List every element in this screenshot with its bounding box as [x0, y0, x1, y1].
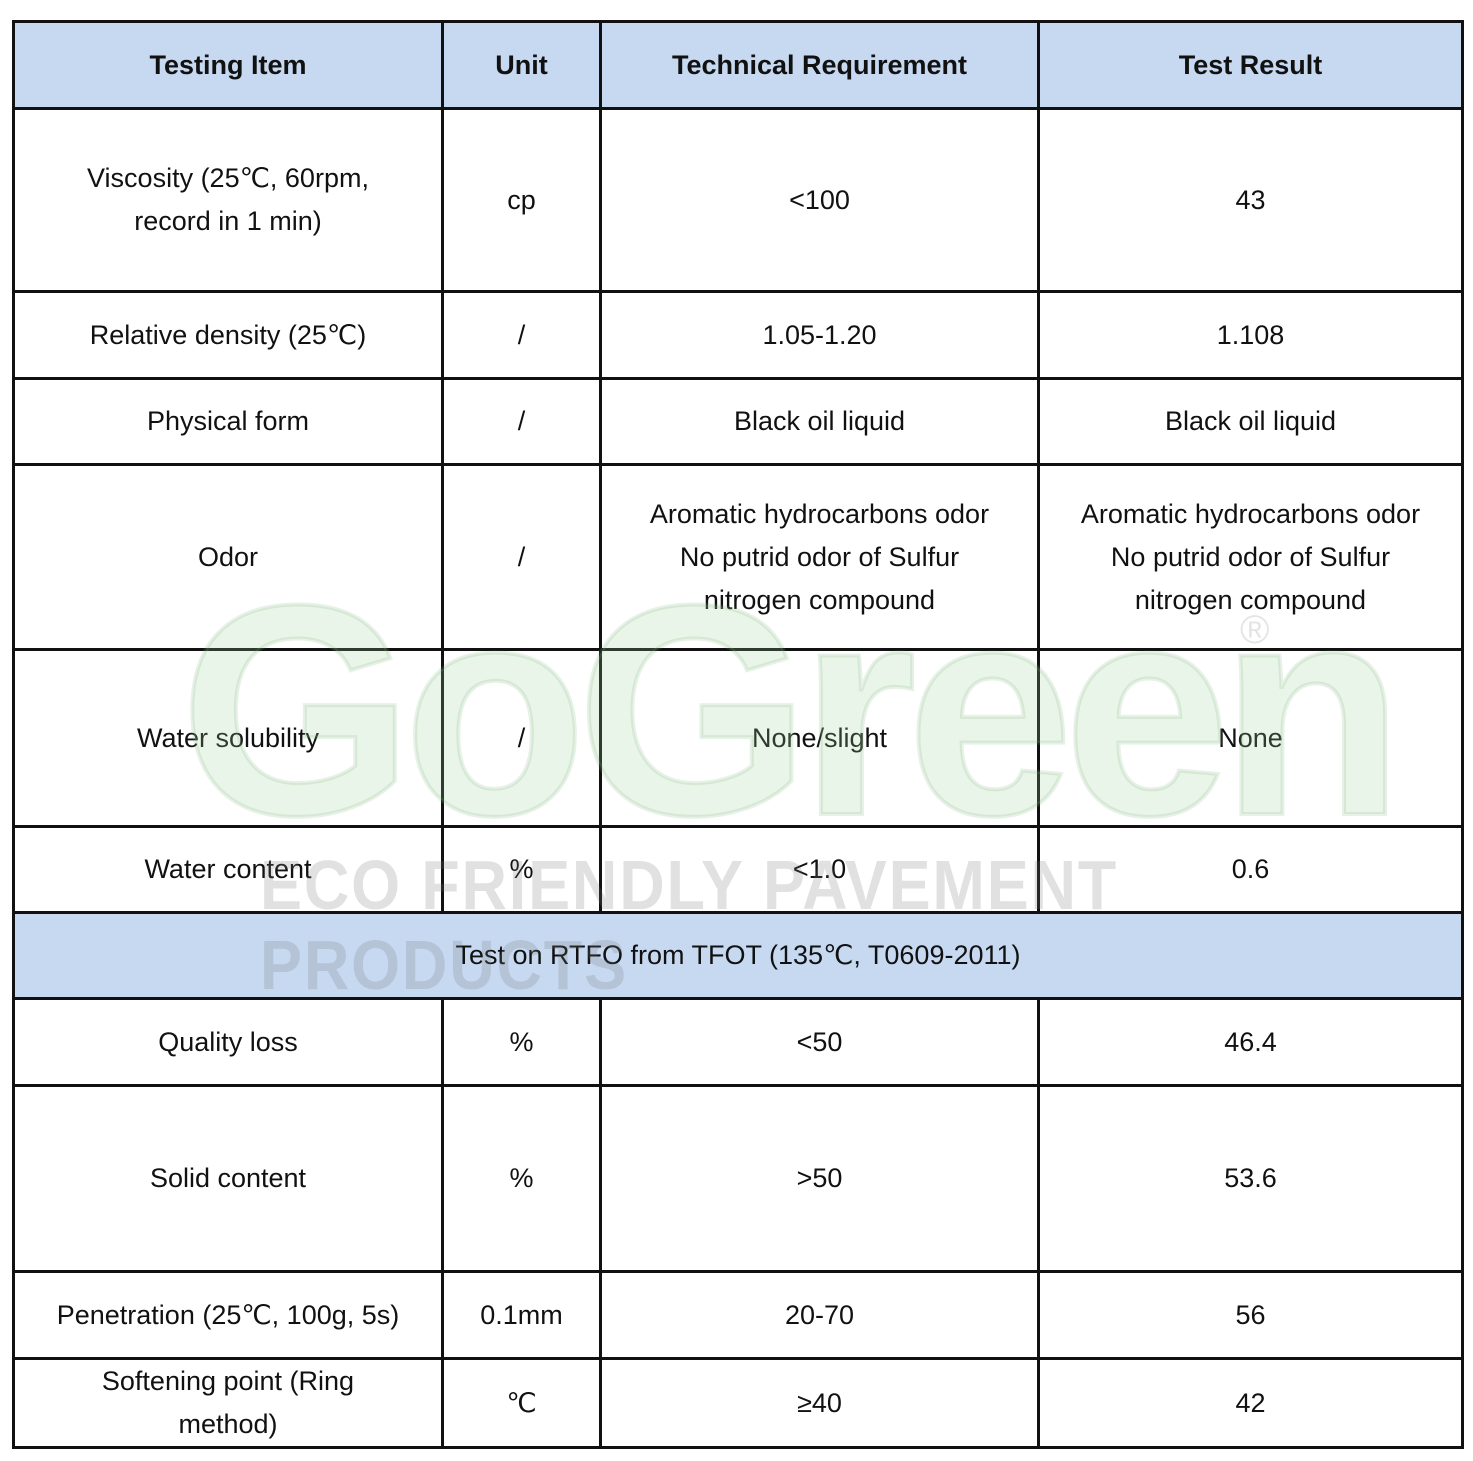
cell-requirement: <1.0 [599, 825, 1040, 914]
cell-requirement: <50 [599, 997, 1040, 1087]
cell-requirement: ≥40 [599, 1357, 1040, 1449]
cell-unit: cp [441, 107, 602, 293]
cell-item: Softening point (Ring method) [12, 1357, 444, 1449]
header-unit: Unit [441, 20, 602, 110]
cell-requirement: >50 [599, 1084, 1040, 1273]
cell-requirement: 20-70 [599, 1270, 1040, 1360]
cell-unit: % [441, 825, 602, 914]
section-title: Test on RTFO from TFOT (135℃, T0609-2011… [12, 911, 1464, 1000]
table-row: Softening point (Ring method) ℃ ≥40 42 [12, 1357, 1464, 1449]
cell-result: 56 [1037, 1270, 1464, 1360]
cell-requirement: None/slight [599, 648, 1040, 828]
cell-item: Viscosity (25℃, 60rpm, record in 1 min) [12, 107, 444, 293]
cell-result: Aromatic hydrocarbons odor No putrid odor… [1037, 463, 1464, 651]
item-line: Softening point (Ring [101, 1366, 355, 1396]
table-row: Water solubility / None/slight None [12, 648, 1464, 828]
cell-result: 42 [1037, 1357, 1464, 1449]
cell-item: Quality loss [12, 997, 444, 1087]
cell-item: Solid content [12, 1084, 444, 1273]
cell-result: Black oil liquid [1037, 377, 1464, 466]
table-row: Quality loss % <50 46.4 [12, 997, 1464, 1087]
item-line: Viscosity (25℃, 60rpm, [87, 163, 369, 193]
cell-result: 53.6 [1037, 1084, 1464, 1273]
header-test-result: Test Result [1037, 20, 1464, 110]
cell-item: Physical form [12, 377, 444, 466]
cell-requirement: Aromatic hydrocarbons odor No putrid odor… [599, 463, 1040, 651]
cell-result: 0.6 [1037, 825, 1464, 914]
cell-item: Water solubility [12, 648, 444, 828]
cell-result: 43 [1037, 107, 1464, 293]
result-line: nitrogen compound [1134, 584, 1367, 615]
cell-item: Water content [12, 825, 444, 914]
cell-requirement: 1.05-1.20 [599, 290, 1040, 380]
result-line: Aromatic hydrocarbons odor [1080, 498, 1421, 529]
cell-unit: % [441, 1084, 602, 1273]
table-row: Solid content % >50 53.6 [12, 1084, 1464, 1273]
cell-requirement: Black oil liquid [599, 377, 1040, 466]
cell-item: Relative density (25℃) [12, 290, 444, 380]
result-line: No putrid odor of Sulfur [1110, 541, 1391, 572]
table-row: Water content % <1.0 0.6 [12, 825, 1464, 914]
table-row: Relative density (25℃) / 1.05-1.20 1.108 [12, 290, 1464, 380]
cell-unit: 0.1mm [441, 1270, 602, 1360]
cell-item: Penetration (25℃, 100g, 5s) [12, 1270, 444, 1360]
cell-item: Odor [12, 463, 444, 651]
test-results-table: Testing Item Unit Technical Requirement … [12, 20, 1464, 1449]
cell-result: 46.4 [1037, 997, 1464, 1087]
item-line: record in 1 min) [134, 206, 322, 236]
req-line: No putrid odor of Sulfur [679, 541, 960, 572]
cell-unit: ℃ [441, 1357, 602, 1449]
table-row: Penetration (25℃, 100g, 5s) 0.1mm 20-70 … [12, 1270, 1464, 1360]
item-line: method) [178, 1409, 278, 1439]
header-testing-item: Testing Item [12, 20, 444, 110]
table-row: Physical form / Black oil liquid Black o… [12, 377, 1464, 466]
req-line: nitrogen compound [703, 584, 936, 615]
cell-result: None [1037, 648, 1464, 828]
cell-requirement: <100 [599, 107, 1040, 293]
section-row: Test on RTFO from TFOT (135℃, T0609-2011… [12, 911, 1464, 1000]
cell-unit: / [441, 648, 602, 828]
table-row: Viscosity (25℃, 60rpm, record in 1 min) c… [12, 107, 1464, 293]
req-line: Aromatic hydrocarbons odor [649, 498, 990, 529]
header-row: Testing Item Unit Technical Requirement … [12, 20, 1464, 110]
cell-unit: / [441, 377, 602, 466]
cell-unit: % [441, 997, 602, 1087]
cell-result: 1.108 [1037, 290, 1464, 380]
cell-unit: / [441, 463, 602, 651]
cell-unit: / [441, 290, 602, 380]
header-technical-requirement: Technical Requirement [599, 20, 1040, 110]
table-row: Odor / Aromatic hydrocarbons odor No putr… [12, 463, 1464, 651]
